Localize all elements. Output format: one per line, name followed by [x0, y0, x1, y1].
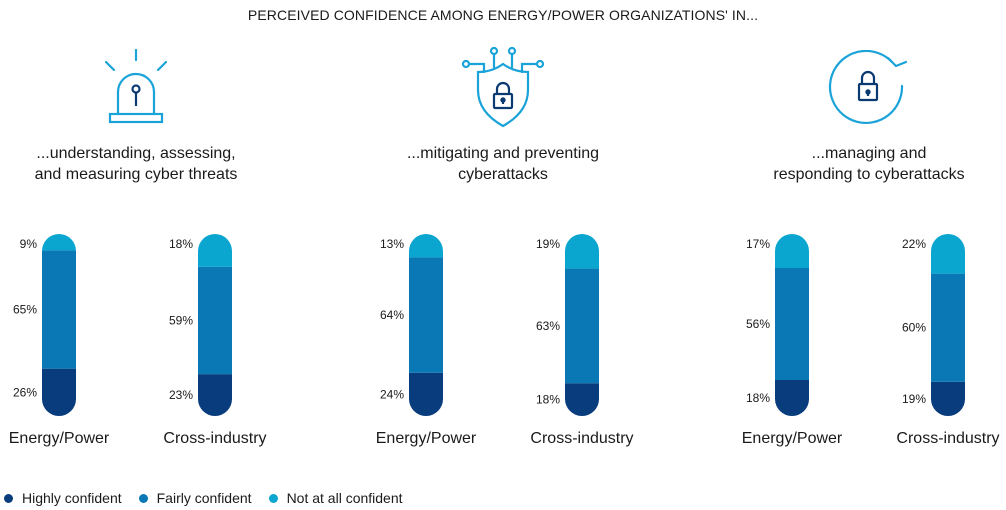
bar-segment-highly: [775, 380, 809, 416]
legend-swatch: [4, 493, 13, 503]
data-label: 13%: [380, 237, 404, 251]
data-label: 26%: [13, 385, 37, 399]
bar-segment-not-at-all: [931, 234, 965, 274]
stacked-bars: 26% 65% 9% Energy/Power 23% 59% 18% Cross-indus…: [9, 234, 1000, 447]
data-label: 18%: [536, 393, 560, 407]
bar-energy-power: [775, 234, 809, 416]
bar-segment-not-at-all: [775, 234, 809, 268]
data-label: 60%: [902, 321, 926, 335]
bar-segment-fairly: [198, 266, 232, 375]
data-label: 19%: [902, 392, 926, 406]
category-label: Energy/Power: [376, 430, 477, 447]
category-label: Cross-industry: [896, 430, 999, 447]
heading-line: responding to cyberattacks: [773, 166, 965, 183]
heading-mitigating: ...mitigating and preventing cyberattack…: [353, 143, 653, 185]
bar-segment-highly: [931, 381, 965, 416]
category-label: Cross-industry: [163, 430, 266, 447]
bar-segment-fairly: [42, 250, 76, 369]
data-label: 56%: [746, 317, 770, 331]
bar-segment-fairly: [931, 273, 965, 382]
heading-line: ...understanding, assessing,: [36, 145, 236, 162]
legend-swatch: [138, 493, 148, 503]
data-label: 64%: [380, 308, 404, 322]
bar-segment-highly: [409, 372, 443, 416]
lock-refresh-icon: [828, 50, 908, 124]
legend-swatch: [268, 493, 278, 503]
bar-energy-power: [42, 234, 76, 416]
data-label: 24%: [380, 387, 404, 401]
bar-segment-not-at-all: [565, 234, 599, 269]
bar-segment-not-at-all: [409, 234, 443, 258]
category-label: Energy/Power: [742, 430, 843, 447]
data-label: 23%: [169, 388, 193, 402]
alarm-light-icon: [104, 48, 168, 124]
heading-line: cyberattacks: [458, 166, 548, 183]
legend-item-fairly: Fairly confident: [138, 490, 252, 506]
bar-segment-fairly: [775, 268, 809, 380]
heading-line: ...mitigating and preventing: [406, 145, 600, 162]
legend-label: Fairly confident: [156, 490, 252, 506]
chart-title: PERCEIVED CONFIDENCE AMONG ENERGY/POWER …: [247, 7, 759, 23]
bar-cross-industry: [198, 234, 232, 416]
bar-segment-highly: [198, 374, 232, 416]
bar-segment-fairly: [565, 268, 599, 384]
legend-label: Highly confident: [22, 490, 122, 506]
data-label: 9%: [20, 237, 38, 251]
heading-line: and measuring cyber threats: [34, 166, 238, 183]
shield-lock-icon: [461, 46, 545, 128]
bar-segment-not-at-all: [42, 234, 76, 251]
legend-label: Not at all confident: [286, 490, 403, 506]
data-label: 17%: [746, 237, 770, 251]
heading-understanding: ...understanding, assessing, and measuri…: [0, 143, 286, 185]
data-label: 18%: [169, 237, 193, 251]
data-label: 22%: [902, 237, 926, 251]
category-label: Energy/Power: [9, 430, 110, 447]
heading-line: ...managing and: [811, 145, 927, 162]
bar-segment-highly: [42, 368, 76, 416]
heading-managing: ...managing and responding to cyberattac…: [719, 143, 1006, 185]
data-label: 65%: [13, 303, 37, 317]
bar-segment-fairly: [409, 257, 443, 373]
bar-segment-not-at-all: [198, 234, 232, 267]
bar-cross-industry: [931, 234, 965, 416]
data-label: 18%: [746, 391, 770, 405]
legend-item-highly: Highly confident: [4, 490, 122, 506]
legend: Highly confident Fairly confident Not at…: [4, 490, 403, 506]
bar-energy-power: [409, 234, 443, 416]
data-label: 19%: [536, 237, 560, 251]
category-label: Cross-industry: [530, 430, 633, 447]
bar-cross-industry: [565, 234, 599, 416]
data-label: 63%: [536, 319, 560, 333]
data-label: 59%: [169, 313, 193, 327]
legend-item-not-at-all: Not at all confident: [268, 490, 403, 506]
bar-segment-highly: [565, 383, 599, 416]
